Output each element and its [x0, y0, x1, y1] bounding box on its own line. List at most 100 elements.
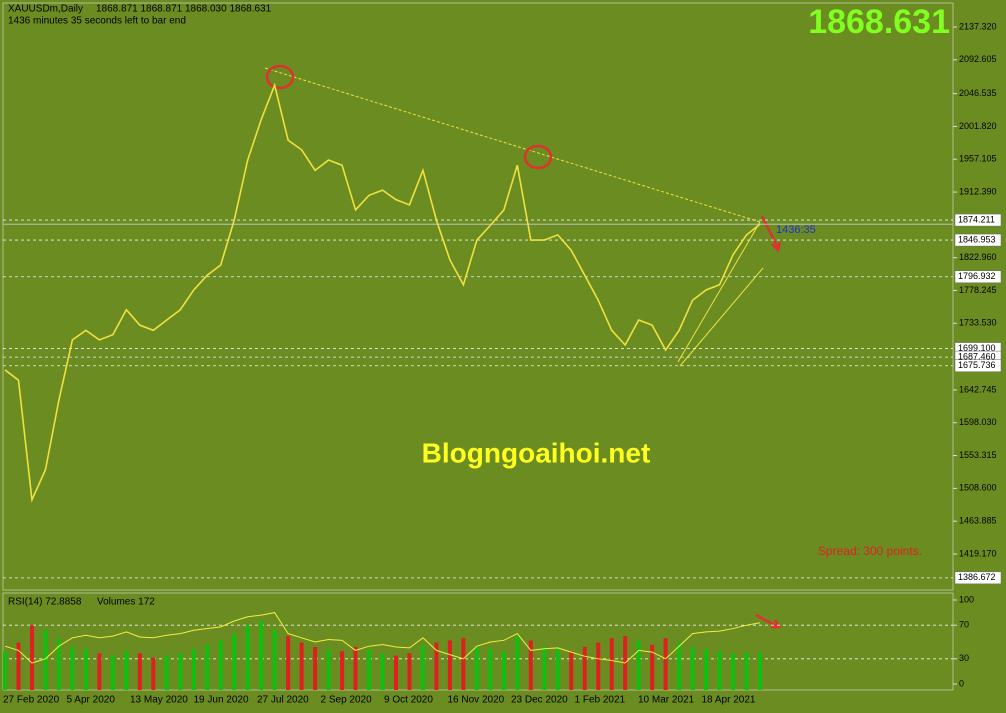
- y-tick-label: 2046.535: [959, 88, 997, 98]
- y-tick-label: 2137.320: [959, 21, 997, 31]
- volume-bar: [299, 642, 304, 690]
- volume-bar: [83, 649, 88, 690]
- volume-bar: [420, 644, 425, 690]
- volume-bar: [245, 625, 250, 690]
- highlight-circle: [523, 144, 553, 170]
- x-tick-label: 2 Sep 2020: [321, 695, 373, 706]
- bar-timer-text: 1436 minutes 35 seconds left to bar end: [8, 16, 186, 27]
- volume-bar: [97, 653, 102, 690]
- volume-bar: [43, 629, 48, 690]
- volume-bar: [205, 644, 210, 690]
- volume-bar: [582, 646, 587, 690]
- y-tick-label: 1642.745: [959, 384, 997, 394]
- volume-bar: [744, 652, 749, 690]
- level-label: 1687.460: [958, 351, 996, 361]
- level-label: 1699.100: [958, 343, 996, 353]
- y-tick-label: 1733.530: [959, 318, 997, 328]
- volume-bar: [407, 653, 412, 690]
- volume-bar: [16, 642, 21, 690]
- x-tick-label: 23 Dec 2020: [511, 695, 568, 706]
- volume-bar: [609, 638, 614, 690]
- volume-bar: [501, 651, 506, 690]
- volume-bar: [690, 646, 695, 690]
- channel-line: [679, 267, 764, 367]
- level-box: [954, 571, 1002, 585]
- level-box: [954, 213, 1002, 227]
- x-tick-label: 27 Jul 2020: [257, 695, 309, 706]
- level-label: 1846.953: [958, 234, 996, 244]
- x-tick-label: 5 Apr 2020: [67, 695, 116, 706]
- volume-bar: [677, 642, 682, 690]
- volume-bar: [542, 646, 547, 690]
- level-box: [954, 270, 1002, 284]
- volume-bar: [461, 638, 466, 690]
- x-tick-label: 10 Mar 2021: [638, 695, 695, 706]
- volume-bar: [758, 652, 762, 690]
- volume-bar: [286, 636, 291, 690]
- highlight-circle: [265, 64, 295, 90]
- watermark: Blogngoaihoi.net: [422, 437, 651, 468]
- volume-bar: [367, 649, 372, 690]
- y-tick-label: 1419.170: [959, 548, 997, 558]
- y-tick-label: 1957.105: [959, 154, 997, 164]
- x-tick-label: 18 Apr 2021: [702, 695, 756, 706]
- volume-bar: [447, 640, 452, 690]
- y-tick-label: 30: [959, 653, 969, 663]
- quote: 1868.871 1868.871 1868.030 1868.631: [96, 4, 272, 15]
- volume-bar: [528, 640, 533, 690]
- level-box: [954, 233, 1002, 247]
- y-tick-label: 0: [959, 678, 964, 688]
- arrow: [755, 613, 782, 629]
- level-box: [954, 359, 1002, 372]
- price-line: [4, 82, 761, 503]
- volume-bar: [434, 642, 439, 690]
- volume-bar: [731, 653, 736, 690]
- volume-bar: [353, 646, 358, 690]
- spread: Spread: 300 points.: [818, 544, 922, 558]
- arrow: [760, 215, 782, 253]
- volume-bar: [650, 644, 655, 690]
- y-tick-label: 2092.605: [959, 54, 997, 64]
- volume-bar: [515, 636, 520, 690]
- x-tick-label: 1 Feb 2021: [575, 695, 626, 706]
- rsi-title: RSI(14) 72.8858: [8, 597, 82, 608]
- y-tick-label: 1822.960: [959, 252, 997, 262]
- y-tick-label: 1463.885: [959, 516, 997, 526]
- volume-bar: [340, 651, 345, 690]
- volume-bar: [218, 640, 223, 690]
- volume-bar: [178, 653, 183, 690]
- level-label: 1675.736: [958, 360, 996, 370]
- y-tick-label: 100: [959, 594, 974, 604]
- level-label: 1796.932: [958, 271, 996, 281]
- volume-bar: [259, 621, 264, 690]
- y-tick-label: 2001.820: [959, 121, 997, 131]
- volume-bar: [124, 651, 129, 690]
- level-label: 1386.672: [958, 572, 996, 582]
- bid-price: 1868.631: [808, 3, 950, 41]
- volume-bar: [474, 646, 479, 690]
- volume-bar: [151, 657, 156, 690]
- volume-bar: [704, 649, 709, 690]
- volume-bar: [3, 651, 7, 690]
- y-tick-label: 1598.030: [959, 417, 997, 427]
- volume-bar: [313, 646, 318, 690]
- volume-bar: [380, 653, 385, 690]
- volume-bar: [137, 653, 142, 690]
- x-tick-label: 9 Oct 2020: [384, 695, 433, 706]
- volume-bar: [393, 655, 398, 690]
- volume-bar: [663, 638, 668, 690]
- volume-bar: [56, 638, 61, 690]
- x-tick-label: 13 May 2020: [130, 695, 188, 706]
- volume-title: Volumes 172: [97, 597, 155, 608]
- volume-bar: [164, 655, 169, 690]
- volume-bar: [29, 625, 34, 690]
- volume-bar: [272, 629, 277, 690]
- x-tick-label: 27 Feb 2020: [3, 695, 60, 706]
- timer: 1436:35: [776, 224, 816, 236]
- volume-bar: [488, 649, 493, 690]
- volume-bar: [555, 649, 560, 690]
- volume-bar: [569, 651, 574, 690]
- volume-bar: [70, 646, 75, 690]
- volume-bar: [110, 655, 115, 690]
